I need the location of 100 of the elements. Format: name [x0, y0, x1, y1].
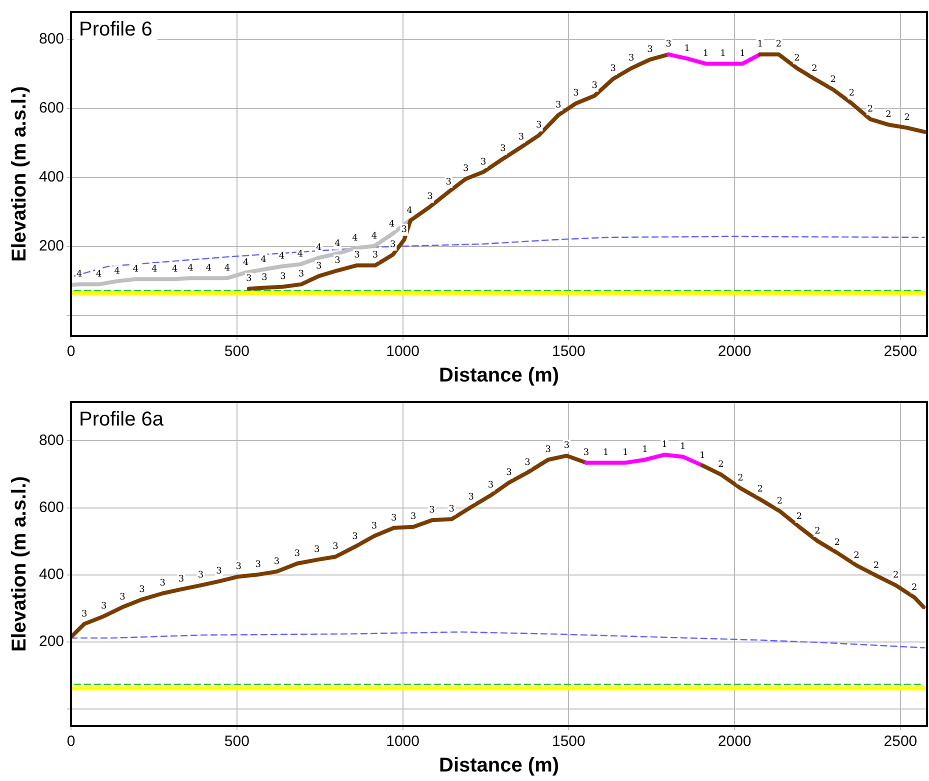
text: 3: [139, 584, 145, 595]
y-tick-label: 600: [38, 498, 64, 516]
x-tick-label: 1000: [386, 343, 420, 360]
text: 1: [602, 448, 609, 458]
text: 3: [332, 542, 338, 552]
x-tick-label: 1000: [386, 733, 420, 750]
x-tick-label: 0: [66, 343, 76, 360]
text: 3: [462, 164, 469, 174]
text: 3: [198, 570, 204, 581]
y-tick-label: 800: [38, 432, 64, 449]
text: 2: [912, 582, 918, 593]
text: 3: [647, 44, 653, 55]
text: 2: [892, 570, 899, 581]
text: 3: [556, 100, 562, 110]
text: 3: [216, 566, 222, 577]
text: 3: [101, 602, 107, 612]
text: 3: [628, 54, 634, 64]
series-label: 3: [488, 480, 494, 491]
text: 4: [260, 254, 266, 265]
text: 2: [794, 54, 800, 64]
x-tick-label: 1500: [552, 733, 586, 750]
text: 3: [352, 532, 358, 542]
text: 1: [622, 448, 628, 458]
text: 3: [583, 448, 590, 458]
text: 3: [354, 250, 360, 261]
text: 3: [545, 445, 551, 456]
text: 2: [834, 538, 840, 548]
text: 3: [274, 556, 280, 567]
text: 1: [702, 49, 709, 60]
text: 3: [246, 274, 252, 284]
text: 3: [666, 40, 672, 50]
text: 2: [904, 113, 910, 124]
x-tick-label: 1500: [552, 343, 586, 360]
text: 3: [178, 574, 184, 585]
y-tick-label: 600: [38, 100, 64, 117]
text: 1: [662, 440, 668, 450]
text: 3: [372, 250, 378, 261]
chart-title: Profile 6: [79, 18, 152, 41]
text: 3: [564, 441, 570, 452]
text: 3: [316, 261, 322, 272]
text: 3: [410, 512, 416, 522]
chart-title: Profile 6a: [79, 408, 164, 431]
text: 3: [280, 272, 286, 282]
text: 3: [592, 81, 598, 92]
y-tick-label: 400: [38, 566, 64, 584]
y-tick-label: 200: [38, 633, 64, 650]
text: 4: [316, 243, 322, 254]
text: 4: [278, 252, 285, 262]
y-tick-label: 400: [38, 168, 64, 186]
text: 1: [642, 445, 648, 456]
text: 3: [81, 609, 88, 620]
text: 3: [255, 560, 262, 570]
text: 3: [500, 144, 506, 154]
text: 3: [390, 240, 396, 250]
text: 3: [236, 562, 242, 572]
x-tick-label: 2000: [718, 733, 752, 750]
text: 3: [371, 521, 378, 532]
text: 2: [718, 460, 724, 470]
text: 2: [886, 110, 892, 120]
text: 4: [114, 266, 120, 277]
x-tick-label: 0: [66, 733, 76, 750]
text: 4: [132, 264, 139, 274]
text: 4: [224, 263, 230, 274]
text: 3: [446, 177, 452, 188]
text: 2: [873, 560, 880, 571]
x-tick-label: 500: [224, 343, 250, 360]
text: 3: [506, 468, 512, 478]
text: 2: [814, 526, 820, 536]
text: 4: [406, 206, 412, 216]
text: 4: [352, 233, 358, 244]
text: 2: [738, 474, 744, 484]
series-label: 2: [867, 104, 874, 115]
series-label: 2: [796, 512, 802, 522]
text: 2: [812, 64, 818, 74]
text: 2: [776, 496, 783, 506]
text: 2: [830, 74, 836, 85]
text: 2: [757, 484, 763, 495]
x-axis-title: Distance (m): [439, 364, 560, 387]
text: 4: [297, 250, 304, 260]
text: 2: [848, 88, 855, 99]
text: 1: [684, 44, 690, 54]
text: 3: [262, 273, 268, 284]
text: 1: [680, 442, 686, 452]
x-tick-label: 2500: [884, 343, 918, 360]
text: 1: [720, 49, 726, 60]
text: 4: [206, 263, 212, 274]
text: 3: [314, 545, 320, 556]
text: 3: [429, 506, 435, 516]
x-axis-title: Distance (m): [439, 754, 560, 777]
text: 3: [427, 192, 433, 202]
text: 3: [468, 492, 474, 502]
text: 2: [776, 40, 782, 50]
text: 3: [294, 548, 300, 559]
series-label: 3: [401, 225, 408, 236]
text: 3: [298, 270, 304, 280]
text: 3: [160, 578, 166, 589]
text: 4: [76, 270, 82, 280]
text: 3: [120, 592, 126, 602]
text: 4: [151, 264, 158, 274]
text: 3: [610, 64, 616, 74]
